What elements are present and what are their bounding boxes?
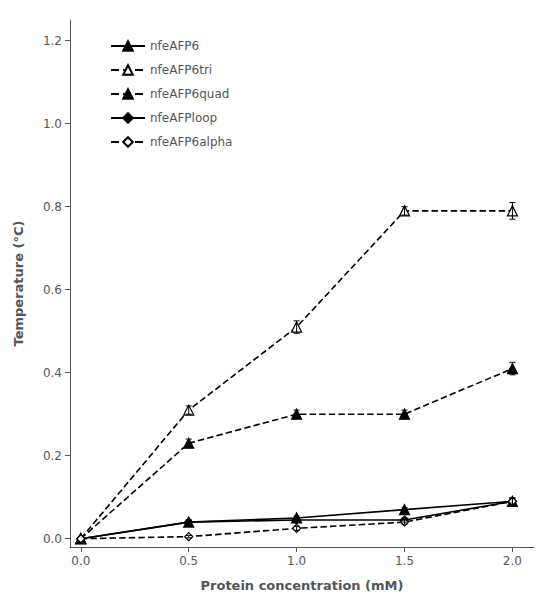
svg-text:0.2: 0.2 bbox=[43, 449, 62, 463]
svg-text:nfeAFP6quad: nfeAFP6quad bbox=[150, 87, 229, 101]
svg-text:2.0: 2.0 bbox=[503, 554, 522, 568]
svg-text:0.6: 0.6 bbox=[43, 283, 62, 297]
svg-text:nfeAFP6tri: nfeAFP6tri bbox=[150, 63, 212, 77]
svg-text:nfeAFP6alpha: nfeAFP6alpha bbox=[150, 135, 232, 149]
svg-text:nfeAFPloop: nfeAFPloop bbox=[150, 111, 217, 125]
svg-text:nfeAFP6: nfeAFP6 bbox=[150, 39, 199, 53]
svg-text:0.0: 0.0 bbox=[71, 554, 90, 568]
svg-text:1.0: 1.0 bbox=[43, 117, 62, 131]
svg-text:1.0: 1.0 bbox=[287, 554, 306, 568]
svg-text:0.5: 0.5 bbox=[179, 554, 198, 568]
svg-text:Protein concentration (mM): Protein concentration (mM) bbox=[201, 578, 404, 593]
svg-text:0.8: 0.8 bbox=[43, 200, 62, 214]
svg-text:1.2: 1.2 bbox=[43, 34, 62, 48]
svg-text:1.5: 1.5 bbox=[395, 554, 414, 568]
svg-text:Temperature (°C): Temperature (°C) bbox=[11, 221, 26, 347]
svg-text:0.0: 0.0 bbox=[43, 532, 62, 546]
svg-text:0.4: 0.4 bbox=[43, 366, 62, 380]
